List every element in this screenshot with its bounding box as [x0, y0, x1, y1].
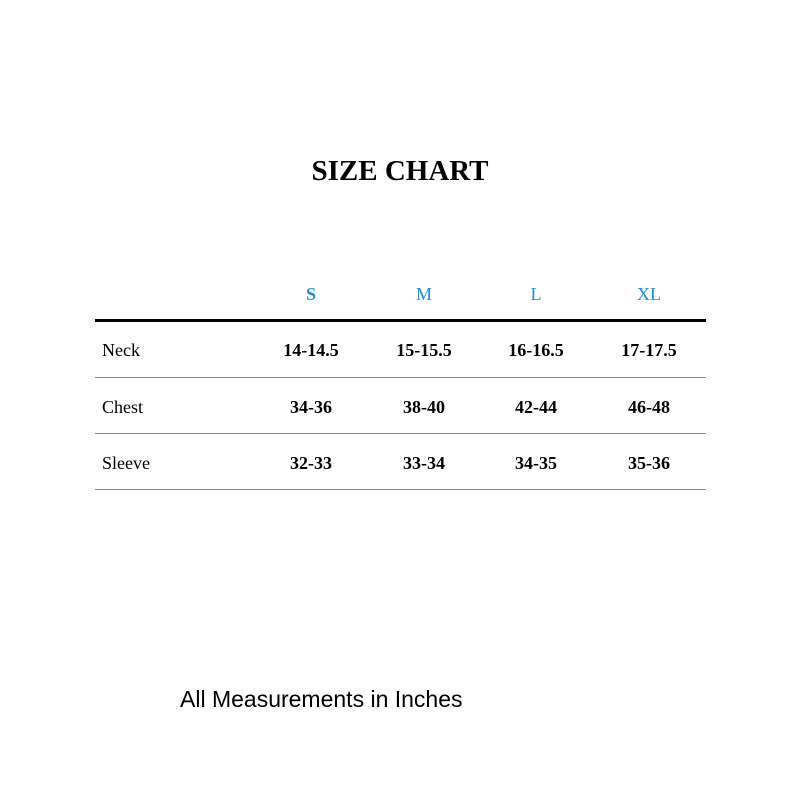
row-divider — [95, 489, 706, 490]
cell: 35-36 — [628, 453, 670, 473]
cell: 42-44 — [515, 397, 557, 417]
row-label: Chest — [102, 397, 144, 417]
footer-note: All Measurements in Inches — [180, 686, 463, 712]
cell: 15-15.5 — [396, 340, 452, 360]
cell: 46-48 — [628, 397, 670, 417]
cell: 17-17.5 — [621, 340, 677, 360]
cell: 34-36 — [290, 397, 332, 417]
page-title: SIZE CHART — [311, 155, 489, 187]
cell: 33-34 — [403, 453, 445, 473]
size-header-l: L — [530, 284, 542, 304]
cell: 14-14.5 — [283, 340, 339, 360]
row-label: Sleeve — [102, 453, 150, 473]
size-header-m: M — [415, 284, 432, 304]
cell: 38-40 — [403, 397, 445, 417]
header-divider — [95, 319, 706, 322]
cell: 34-35 — [515, 453, 557, 473]
cell: 16-16.5 — [508, 340, 564, 360]
cell: 32-33 — [290, 453, 332, 473]
size-header-xl: XL — [637, 284, 661, 304]
row-divider — [95, 377, 706, 378]
row-divider — [95, 433, 706, 434]
row-label: Neck — [102, 340, 140, 360]
size-header-s: S — [305, 284, 316, 304]
